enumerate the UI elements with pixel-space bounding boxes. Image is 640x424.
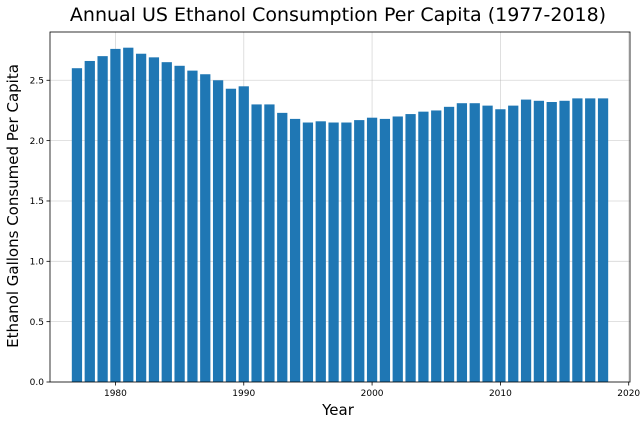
bar	[238, 86, 249, 382]
bar	[597, 98, 609, 383]
bar	[135, 53, 147, 383]
chart-title: Annual US Ethanol Consumption Per Capita…	[70, 4, 606, 26]
bar	[212, 80, 224, 382]
y-tick-label: 1.0	[30, 258, 45, 268]
x-axis-label: Year	[321, 401, 355, 419]
bar	[392, 116, 403, 382]
x-tick-label: 1990	[232, 389, 255, 399]
bar	[418, 111, 429, 382]
bar	[379, 118, 391, 383]
bar	[328, 122, 339, 382]
x-tick-label: 2000	[361, 389, 384, 399]
y-tick-label: 0.5	[30, 318, 44, 328]
bar	[546, 102, 557, 382]
bar	[559, 100, 570, 383]
plot-frame	[49, 31, 631, 383]
bar	[315, 121, 326, 382]
y-tick-label: 0.0	[30, 378, 45, 388]
axes: 0.0 0.5 1.0 1.5 2.0 2.5 1980 1990 2000 2010 2020	[30, 31, 640, 399]
bar	[405, 114, 416, 382]
x-tick-label: 2010	[489, 389, 512, 399]
bar	[585, 98, 596, 383]
bar	[200, 74, 211, 382]
bars	[71, 47, 609, 383]
bar	[71, 68, 83, 382]
y-axis-label: Ethanol Gallons Consumed Per Capita	[4, 64, 22, 348]
bar	[84, 60, 95, 383]
bar	[110, 48, 121, 383]
bar	[508, 105, 519, 382]
bar	[225, 88, 237, 383]
bar	[572, 98, 583, 383]
y-tick-label: 1.5	[30, 197, 44, 207]
bar	[302, 122, 314, 382]
bar	[97, 56, 108, 382]
bar	[187, 70, 198, 382]
bar	[443, 106, 455, 383]
bar	[341, 122, 352, 382]
y-tick-label: 2.5	[30, 76, 44, 86]
bar	[251, 104, 262, 383]
bar	[431, 110, 442, 382]
bar	[289, 118, 301, 383]
bar	[469, 103, 480, 382]
bar	[482, 105, 493, 382]
bar	[277, 112, 288, 383]
bar	[264, 104, 275, 383]
y-tick-label: 2.0	[30, 137, 45, 147]
bar	[161, 62, 172, 382]
bar	[123, 47, 134, 382]
x-tick-label: 1980	[104, 389, 127, 399]
bar	[533, 100, 545, 383]
bar	[456, 103, 468, 382]
bar	[366, 117, 378, 383]
bar	[174, 65, 185, 383]
bar	[148, 57, 160, 383]
bar	[520, 99, 532, 382]
bar	[354, 120, 365, 382]
x-tick-label: 2020	[617, 389, 640, 399]
bar	[495, 109, 506, 382]
